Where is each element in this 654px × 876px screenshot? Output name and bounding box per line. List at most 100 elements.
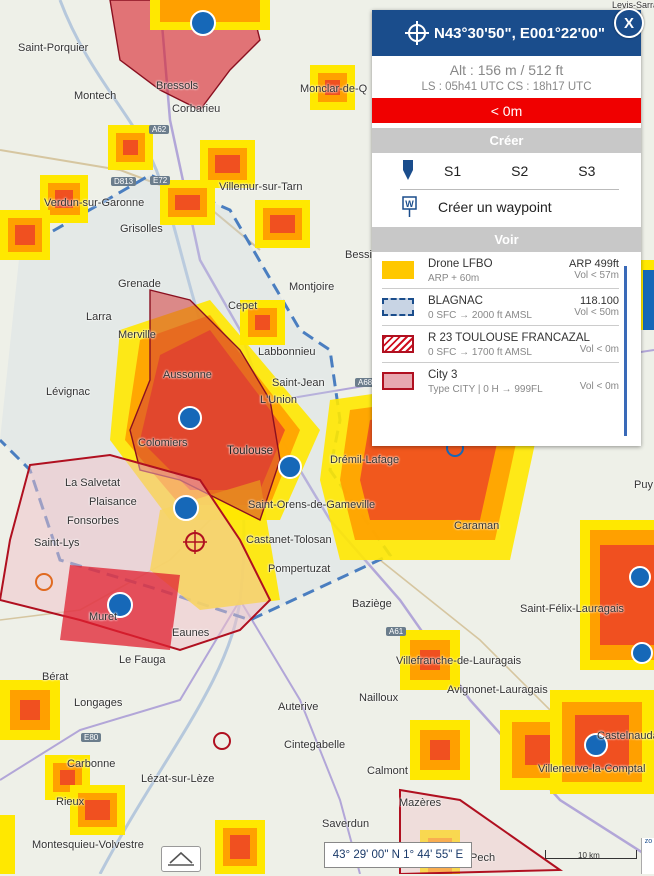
- place-label: Drémil-Lafage: [330, 454, 400, 466]
- zone-value: 118.100: [580, 295, 619, 307]
- place-label: Calmont: [367, 765, 408, 777]
- zone-item-city-3[interactable]: City 3 Type CITY | 0 H → 999FL Vol < 0m: [382, 363, 619, 399]
- zone-list[interactable]: Drone LFBO ARP 499ft ARP + 60m Vol < 57m B…: [372, 252, 641, 448]
- place-label: Montech: [74, 90, 117, 102]
- waypoint-icon: W: [402, 196, 417, 217]
- zone-limits: ARP + 60m: [428, 273, 480, 284]
- place-label: Pech: [470, 852, 496, 864]
- place-label: Saint-Porquier: [18, 42, 89, 54]
- place-label: La Salvetat: [65, 477, 121, 489]
- place-label: Bérat: [42, 671, 69, 683]
- road-badge: A62: [149, 125, 170, 134]
- place-label: Plaisance: [89, 496, 137, 508]
- zone-name: R 23 TOULOUSE FRANCAZAL: [428, 332, 590, 344]
- create-waypoint-label: Créer un waypoint: [438, 199, 552, 215]
- place-label: Saverdun: [322, 818, 370, 830]
- place-label: Eaunes: [172, 627, 210, 639]
- popup-coordinates: N43°30'50", E001°22'00": [434, 24, 605, 42]
- place-label: Bessi: [345, 249, 372, 261]
- place-label: Castanet-Tolosan: [246, 534, 332, 546]
- create-waypoint-button[interactable]: W Créer un waypoint: [402, 190, 641, 224]
- list-scrollbar[interactable]: [624, 266, 627, 436]
- pin-icon[interactable]: [400, 160, 416, 182]
- zone-vol: Vol < 50m: [574, 307, 619, 318]
- slot-s2-button[interactable]: S2: [511, 163, 529, 179]
- airfield-markers[interactable]: [107, 10, 653, 757]
- zone-swatch: [382, 261, 414, 279]
- place-label: Castelnaudar: [597, 730, 654, 742]
- zoom-control[interactable]: zo: [641, 838, 654, 874]
- crosshair-icon: [405, 21, 429, 45]
- place-label: Le Fauga: [119, 654, 166, 666]
- height-limit-bar: < 0m: [372, 98, 641, 123]
- place-label: Corbarieu: [172, 103, 221, 115]
- place-label: Verdun-sur-Garonne: [44, 197, 145, 209]
- road-badge: A61: [386, 627, 407, 636]
- slot-row: S1 S2 S3: [400, 153, 619, 190]
- place-label: Saint-Jean: [272, 377, 325, 389]
- zone-vol: Vol < 0m: [579, 344, 619, 355]
- place-label: Lévignac: [46, 386, 91, 398]
- place-label: Levis-Sarrasin: [612, 0, 654, 10]
- slot-s3-button[interactable]: S3: [578, 163, 596, 179]
- zone-item-blagnac[interactable]: BLAGNAC 118.100 0 SFC → 2000 ft AMSL Vol <…: [382, 289, 619, 326]
- layers-button[interactable]: [161, 846, 201, 872]
- zone-name: Drone LFBO: [428, 258, 493, 270]
- heliport-marker[interactable]: [35, 573, 53, 591]
- map-edge-marker: [643, 270, 654, 330]
- place-label: Bressols: [156, 80, 199, 92]
- road-badge: E80: [81, 733, 102, 742]
- place-label: Montjoire: [289, 281, 335, 293]
- zone-vol: Vol < 0m: [579, 381, 619, 392]
- zone-item-r23-francazal[interactable]: R 23 TOULOUSE FRANCAZAL 0 SFC → 1700 ft …: [382, 326, 619, 363]
- place-label: Grenade: [118, 278, 161, 290]
- road-badge: E72: [150, 176, 171, 185]
- place-label: Mazères: [399, 797, 442, 809]
- zone-value: ARP 499ft: [569, 258, 619, 270]
- place-label: Montesquieu-Volvestre: [32, 839, 144, 851]
- road-badge: A68: [355, 378, 376, 387]
- scale-label: 10 km: [578, 851, 600, 860]
- place-label: Nailloux: [359, 692, 399, 704]
- place-label: Cepet: [228, 300, 258, 312]
- altitude-readout: Alt : 156 m / 512 ft: [449, 62, 564, 78]
- popup-header: N43°30'50", E001°22'00": [372, 10, 641, 56]
- location-popup: N43°30'50", E001°22'00" Alt : 156 m / 51…: [372, 10, 641, 446]
- zone-swatch: [382, 335, 414, 353]
- place-label: Caraman: [454, 520, 500, 532]
- slot-s1-button[interactable]: S1: [444, 163, 462, 179]
- zone-swatch: [382, 372, 414, 390]
- sunrise-sunset: LS : 05h41 UTC CS : 18h17 UTC: [421, 81, 592, 93]
- target-crosshair-icon[interactable]: [183, 530, 207, 554]
- place-label: Villefranche-de-Lauragais: [396, 655, 522, 667]
- place-label: Grisolles: [120, 223, 163, 235]
- place-label: Monclar-de-Q: [300, 83, 368, 95]
- place-label: Saint-Orens-de-Gameville: [248, 499, 376, 511]
- place-label: Saint-Lys: [34, 537, 80, 549]
- place-label: Baziège: [352, 598, 392, 610]
- place-label: Saint-Félix-Lauragais: [520, 603, 624, 615]
- restricted-point-marker[interactable]: [213, 732, 231, 750]
- place-label: Carbonne: [67, 758, 116, 770]
- zone-limits: 0 SFC → 1700 ft AMSL: [428, 347, 532, 358]
- zone-vol: Vol < 57m: [574, 270, 619, 281]
- zone-name: City 3: [428, 369, 458, 381]
- city-toulouse-zone[interactable]: [129, 289, 281, 521]
- place-label: Villeneuve-la-Comptal: [538, 763, 646, 775]
- view-section-header: Voir: [372, 227, 641, 252]
- place-label: Cintegabelle: [284, 739, 346, 751]
- place-label: Fonsorbes: [67, 515, 119, 527]
- zone-item-drone-lfbo[interactable]: Drone LFBO ARP 499ft ARP + 60m Vol < 57m: [382, 252, 619, 289]
- place-label: Avignonet-Lauragais: [447, 684, 548, 696]
- place-label: Toulouse: [227, 445, 274, 457]
- zone-name: BLAGNAC: [428, 295, 483, 307]
- place-label: Rieux: [56, 796, 85, 808]
- layers-icon: [168, 851, 194, 866]
- zone-swatch: [382, 298, 414, 316]
- close-button[interactable]: X: [614, 8, 644, 38]
- place-label: Aussonne: [163, 369, 212, 381]
- svg-text:W: W: [405, 199, 414, 209]
- place-label: Puy: [634, 479, 653, 491]
- place-label: Pompertuzat: [268, 563, 331, 575]
